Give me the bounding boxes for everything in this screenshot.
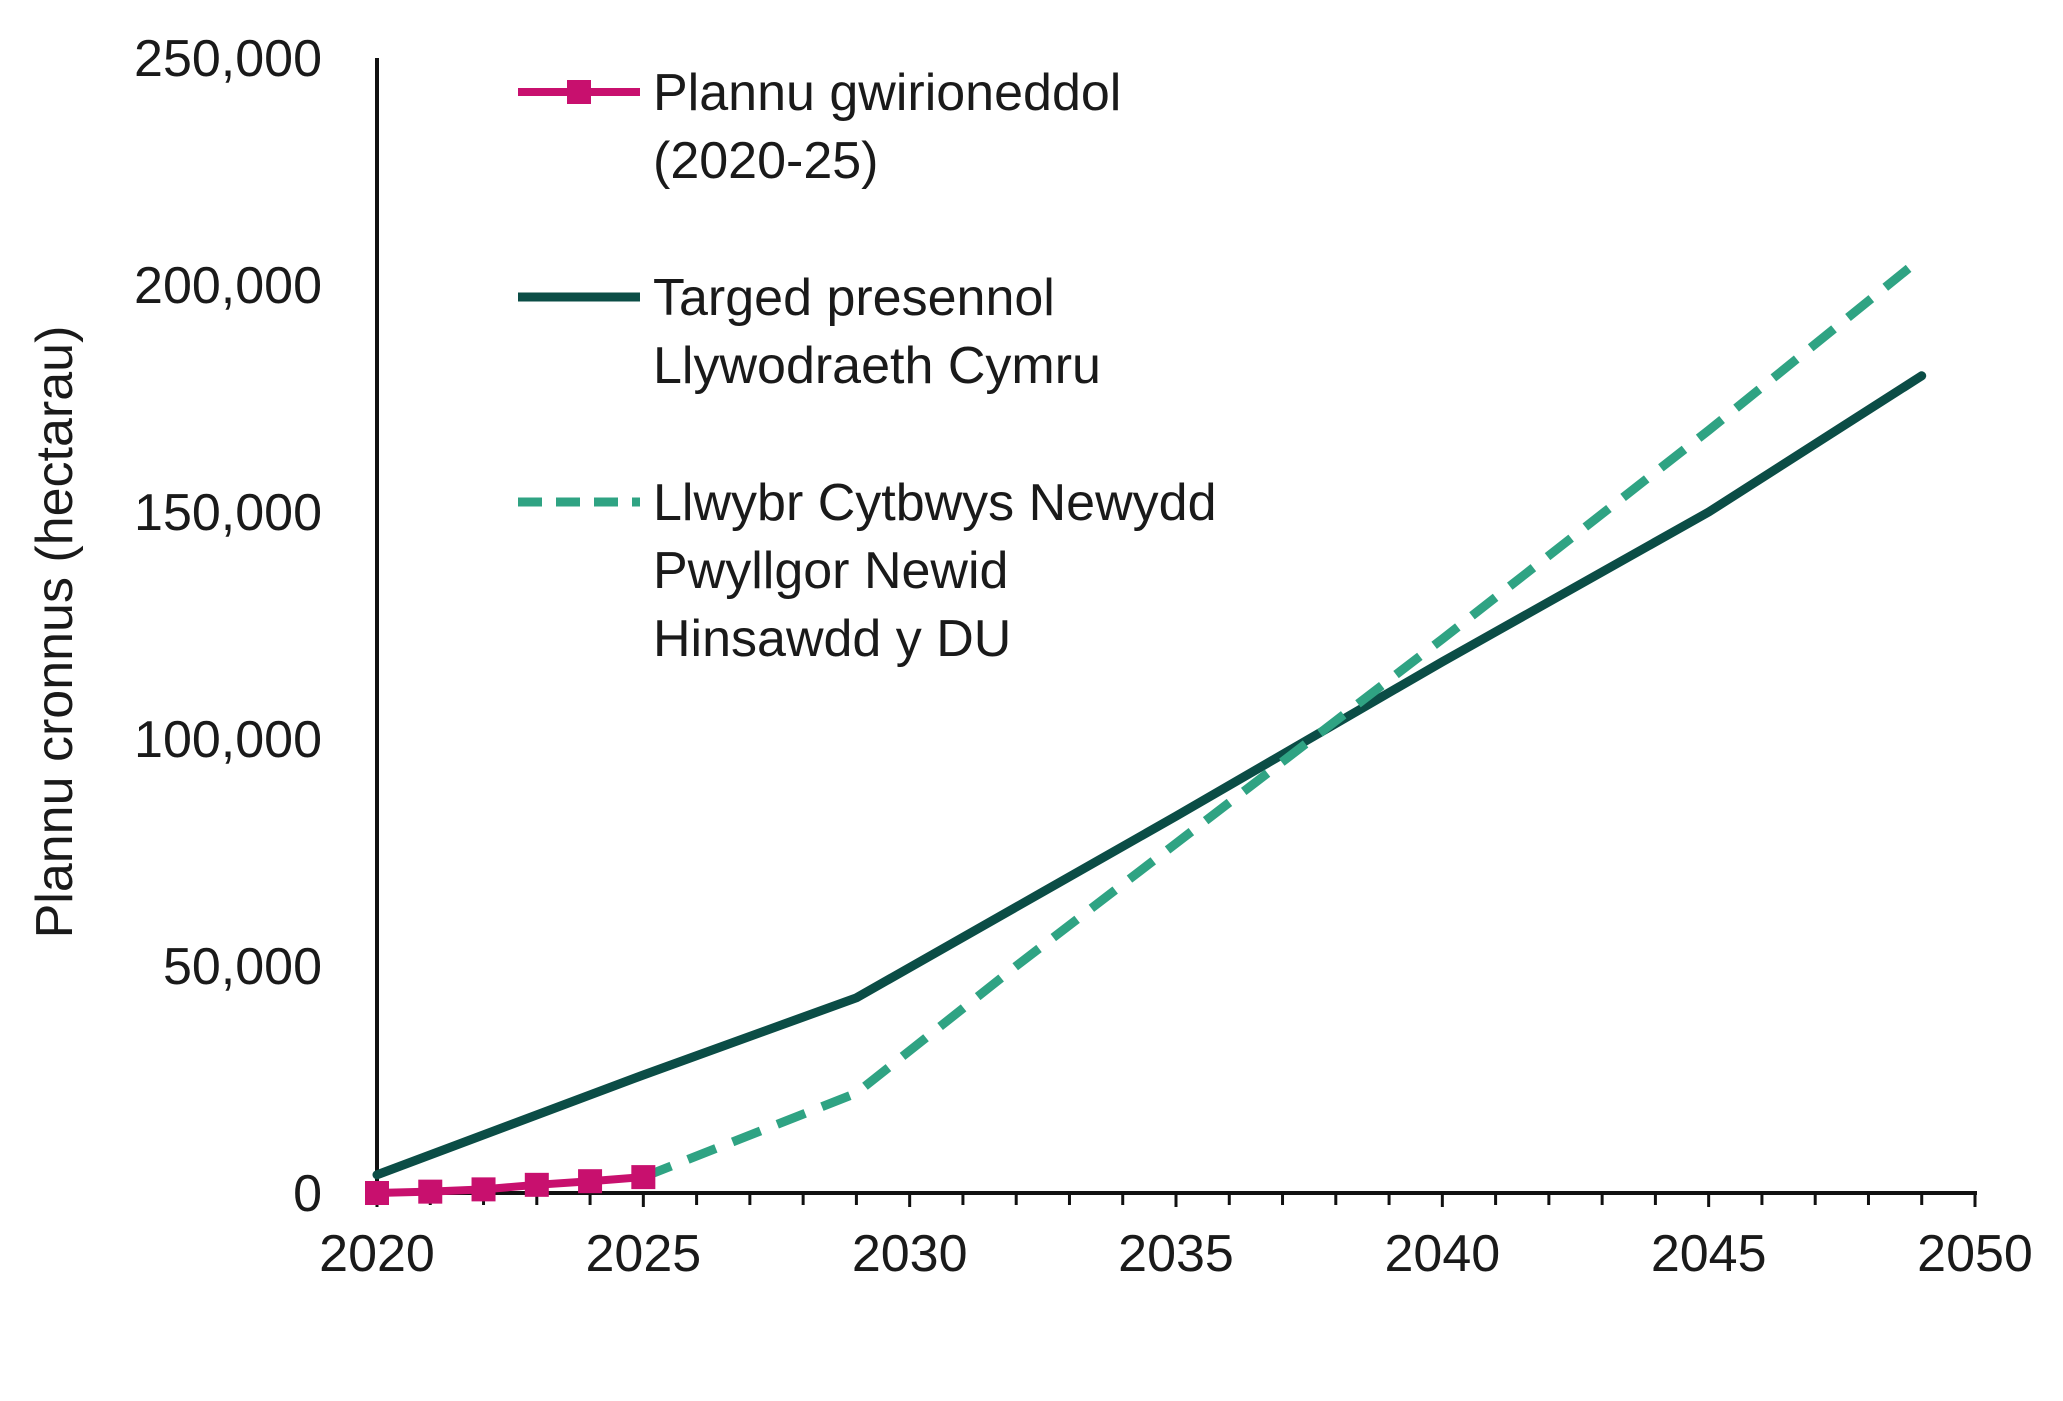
legend-label: Llywodraeth Cymru	[653, 337, 1101, 395]
data-point-marker	[471, 1177, 496, 1202]
axes: 2020 2025 2030 2035 2040 2045 2050 0 50,000 100,0…	[134, 30, 2033, 1283]
y-tick-label: 200,000	[134, 257, 322, 315]
data-point-marker	[631, 1165, 656, 1190]
x-tick-label: 2050	[1917, 1225, 2033, 1283]
legend-label: Pwyllgor Newid	[653, 542, 1008, 600]
y-tick-label: 100,000	[134, 711, 322, 769]
x-tick-label: 2030	[852, 1225, 968, 1283]
legend-symbol-marker	[567, 80, 591, 104]
legend-label: (2020-25)	[653, 132, 878, 190]
legend: Plannu gwirioneddol (2020-25) Targed prese…	[518, 64, 1217, 668]
data-point-marker	[365, 1181, 389, 1205]
x-tick-label: 2045	[1651, 1225, 1767, 1283]
y-tick-label: 250,000	[134, 30, 322, 88]
series-line	[641, 254, 1925, 1182]
data-point-marker	[418, 1179, 443, 1204]
y-tick-label: 150,000	[134, 484, 322, 542]
legend-label: Llwybr Cytbwys Newydd	[653, 474, 1217, 532]
data-point-marker	[524, 1172, 549, 1197]
data-point-marker	[578, 1169, 603, 1194]
legend-label: Targed presennol	[653, 269, 1055, 327]
x-tick-label: 2040	[1384, 1225, 1500, 1283]
legend-label: Hinsawdd y DU	[653, 610, 1011, 668]
x-tick-label: 2020	[319, 1225, 435, 1283]
legend-label: Plannu gwirioneddol	[653, 64, 1121, 122]
series-line	[372, 371, 1927, 1180]
y-tick-label: 50,000	[163, 938, 322, 996]
y-tick-label: 0	[293, 1165, 322, 1223]
y-axis-title: Plannu cronnus (hectarau)	[26, 326, 84, 939]
series-line	[373, 1173, 648, 1197]
x-tick-label: 2025	[585, 1225, 701, 1283]
series-layer	[365, 254, 1927, 1205]
x-tick-label: 2035	[1118, 1225, 1234, 1283]
